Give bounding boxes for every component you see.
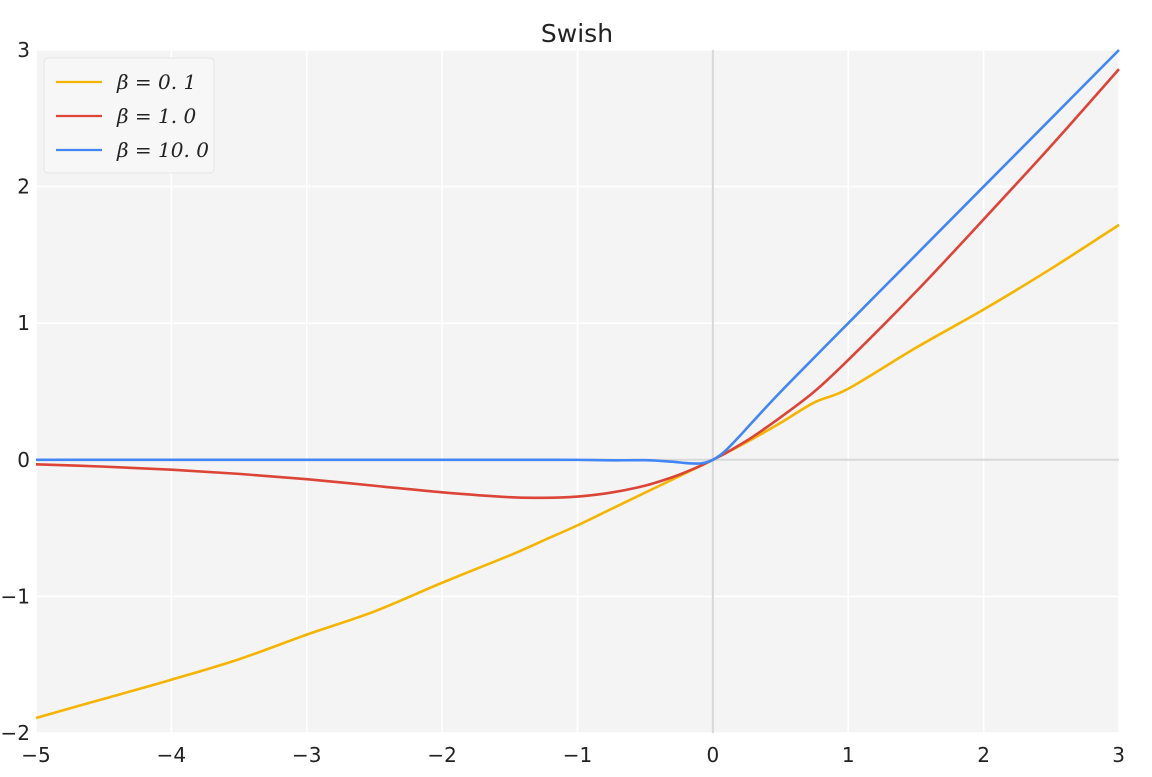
legend: β = 0. 1 β = 1. 0 β = 10. 0 <box>43 57 215 174</box>
series-line-beta-1-0 <box>35 68 1120 500</box>
y-tick-label: 3 <box>17 38 30 62</box>
legend-label-beta-1-0: β = 1. 0 <box>116 104 196 128</box>
legend-box <box>43 57 215 174</box>
x-tick-label: 0 <box>707 743 720 767</box>
legend-label-beta-10-0: β = 10. 0 <box>116 138 209 162</box>
series-line-beta-10-0 <box>36 49 1120 465</box>
legend-label-beta-0-1: β = 0. 1 <box>116 70 196 94</box>
x-tick-label: −2 <box>427 743 456 767</box>
x-tick-label: −4 <box>157 743 186 767</box>
y-tick-label: 0 <box>17 448 30 472</box>
grid-lines <box>35 49 1120 734</box>
y-tick-label: 1 <box>17 311 30 335</box>
chart-title: Swish <box>541 19 613 48</box>
y-tick-labels: −2 −1 0 1 2 3 <box>1 38 30 745</box>
y-tick-label: 2 <box>17 175 30 199</box>
x-tick-labels: −5 −4 −3 −2 −1 0 1 2 3 <box>21 743 1125 767</box>
x-tick-label: −3 <box>292 743 321 767</box>
x-tick-label: 3 <box>1112 743 1125 767</box>
x-tick-label: 2 <box>977 743 990 767</box>
y-tick-label: −1 <box>1 584 30 608</box>
x-tick-label: 1 <box>842 743 855 767</box>
x-tick-label: −5 <box>21 743 50 767</box>
series-lines <box>35 49 1120 720</box>
y-tick-label: −2 <box>1 721 30 745</box>
x-tick-label: −1 <box>563 743 592 767</box>
